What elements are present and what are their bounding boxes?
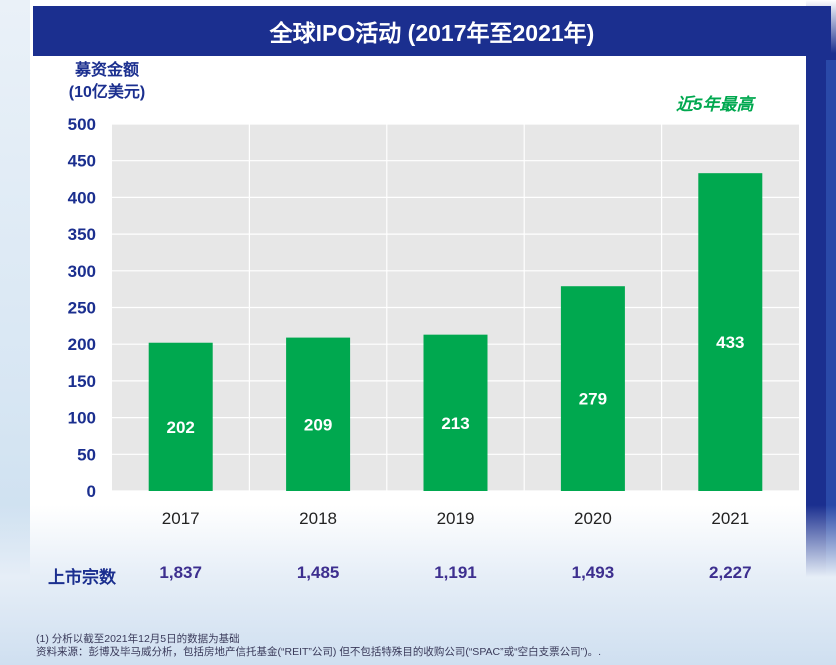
y-tick-label: 350: [68, 225, 96, 244]
listings-count: 1,191: [434, 563, 477, 582]
background-skyline: [0, 505, 836, 665]
bar: [286, 337, 351, 491]
y-axis-title-line2: (10亿美元): [68, 84, 146, 101]
y-tick-label: 0: [87, 482, 96, 501]
y-tick-label: 50: [77, 445, 96, 464]
data-label: 202: [167, 418, 195, 437]
y-tick-label: 400: [68, 188, 96, 207]
x-tick-label: 2019: [437, 509, 475, 528]
y-tick-label: 200: [68, 335, 96, 354]
x-tick-label: 2018: [299, 509, 337, 528]
data-label: 279: [579, 390, 607, 409]
y-axis-title: 募资金额 (10亿美元): [52, 60, 162, 104]
y-tick-label: 250: [68, 299, 96, 318]
annotation-highest: 近5年最高: [676, 95, 754, 114]
listings-count: 1,485: [296, 563, 340, 582]
y-tick-label: 500: [68, 115, 96, 134]
listings-count: 1,837: [159, 563, 202, 582]
y-tick-label: 150: [68, 372, 96, 391]
y-tick-label: 100: [68, 409, 96, 428]
footer-note-2: 资料来源：彭博及毕马威分析，包括房地产信托基金(“REIT”公司) 但不包括特殊…: [36, 646, 602, 658]
background-right-strip: [826, 60, 836, 660]
data-label: 209: [304, 415, 332, 434]
x-tick-label: 2017: [162, 509, 200, 528]
bar: [423, 334, 488, 491]
listings-count: 2,227: [709, 563, 752, 582]
bar: [148, 342, 213, 491]
bar: [698, 173, 763, 492]
data-label: 213: [441, 414, 469, 433]
y-tick-label: 450: [68, 152, 96, 171]
listings-count: 1,493: [571, 563, 615, 582]
x-tick-label: 2021: [711, 509, 749, 528]
y-tick-label: 300: [68, 262, 96, 281]
x-tick-label: 2020: [574, 509, 612, 528]
footer-notes: (1) 分析以截至2021年12月5日的数据为基础 资料来源：彭博及毕马威分析，…: [36, 633, 826, 659]
data-label: 433: [716, 333, 744, 352]
footer-note-1: (1) 分析以截至2021年12月5日的数据为基础: [36, 633, 240, 645]
chart-title-banner: 全球IPO活动 (2017年至2021年): [33, 6, 831, 56]
y-axis-title-line1: 募资金额: [74, 62, 139, 79]
bar: [560, 286, 625, 491]
listings-label: 上市宗数: [48, 568, 116, 587]
chart-title: 全球IPO活动 (2017年至2021年): [269, 20, 595, 46]
